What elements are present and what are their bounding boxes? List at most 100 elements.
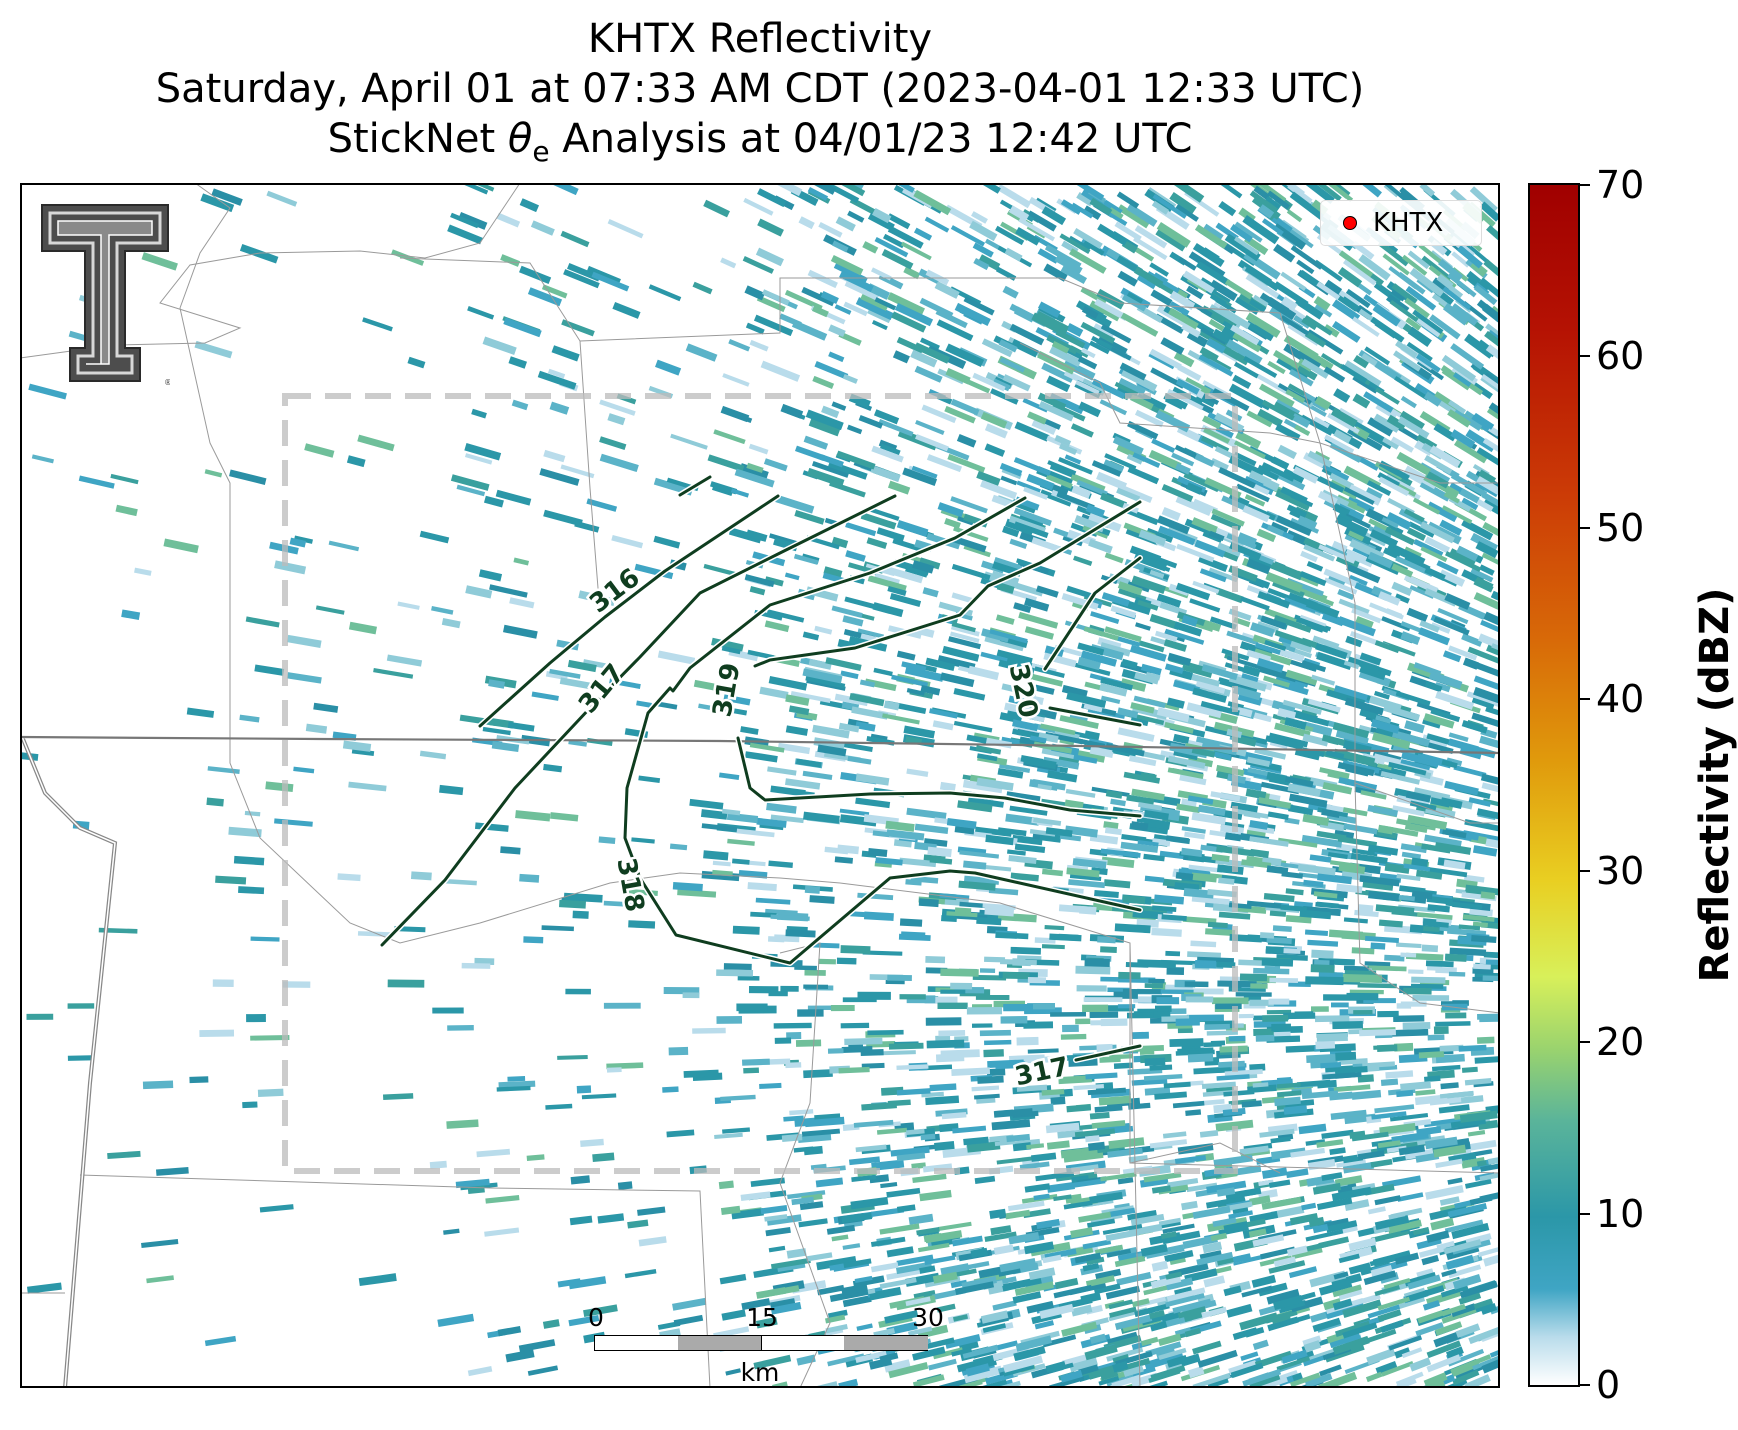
reflectivity-gate	[1163, 1081, 1191, 1089]
reflectivity-gate	[1099, 399, 1128, 416]
reflectivity-gate	[914, 823, 949, 834]
reflectivity-gate	[845, 522, 877, 537]
reflectivity-gate	[925, 269, 950, 286]
reflectivity-gate	[1481, 1354, 1500, 1374]
reflectivity-gate	[812, 724, 850, 739]
reflectivity-gate	[1134, 225, 1168, 249]
reflectivity-gate	[764, 1214, 788, 1222]
reflectivity-gate	[970, 1247, 988, 1258]
reflectivity-gate	[1358, 254, 1391, 281]
reflectivity-gate	[1232, 331, 1262, 353]
colorbar-tick-label: 20	[1596, 1020, 1645, 1065]
reflectivity-gate	[1233, 440, 1266, 459]
reflectivity-gate	[834, 856, 854, 864]
reflectivity-gate	[599, 399, 636, 416]
reflectivity-gate	[1167, 652, 1192, 666]
reflectivity-gate	[1024, 1183, 1051, 1193]
reflectivity-gate	[1251, 1274, 1277, 1288]
reflectivity-gate	[720, 405, 750, 423]
reflectivity-gate	[1271, 456, 1290, 470]
reflectivity-gate	[992, 1300, 1017, 1311]
reflectivity-gate	[1366, 1348, 1396, 1365]
reflectivity-gate	[1239, 1145, 1269, 1156]
reflectivity-gate	[911, 1162, 926, 1170]
reflectivity-gate	[775, 494, 815, 514]
reflectivity-gate	[471, 408, 487, 419]
reflectivity-gate	[1249, 999, 1274, 1006]
reflectivity-gate	[950, 982, 973, 990]
reflectivity-gate	[1397, 1192, 1424, 1202]
reflectivity-gate	[1356, 282, 1373, 296]
reflectivity-gate	[753, 314, 794, 337]
reflectivity-gate	[1337, 761, 1375, 777]
reflectivity-gate	[901, 661, 927, 672]
radar-map-canvas: 316 317 318 319 320 317	[20, 183, 1500, 1388]
reflectivity-gate	[1158, 1217, 1181, 1226]
reflectivity-gate	[693, 679, 725, 693]
reflectivity-gate	[1285, 1044, 1323, 1053]
reflectivity-gate	[1312, 635, 1340, 650]
reflectivity-gate	[1481, 782, 1500, 793]
reflectivity-gate	[1359, 652, 1382, 666]
reflectivity-gate	[1195, 1306, 1227, 1320]
reflectivity-gate	[1130, 821, 1149, 831]
reflectivity-gate	[1403, 987, 1432, 995]
reflectivity-gate	[497, 1325, 522, 1337]
reflectivity-gate	[1207, 921, 1228, 929]
reflectivity-gate	[1065, 788, 1096, 798]
map-border	[20, 183, 1500, 1388]
reflectivity-gate	[1182, 1235, 1218, 1249]
reflectivity-gate	[1154, 1091, 1187, 1100]
reflectivity-gate	[1080, 1291, 1102, 1304]
reflectivity-gate	[1409, 800, 1437, 811]
reflectivity-gate	[1301, 317, 1318, 331]
reflectivity-gate	[1185, 1109, 1202, 1117]
reflectivity-gate	[831, 605, 863, 618]
reflectivity-gate	[989, 629, 1028, 644]
reflectivity-gate	[1037, 248, 1059, 264]
reflectivity-gate	[1165, 1271, 1183, 1280]
reflectivity-gate	[1370, 1228, 1411, 1243]
reflectivity-gate	[1006, 791, 1041, 802]
reflectivity-gate	[1173, 733, 1190, 745]
reflectivity-gate	[1394, 593, 1410, 604]
reflectivity-gate	[1450, 1303, 1477, 1318]
reflectivity-gate	[1080, 321, 1116, 344]
reflectivity-gate	[1377, 1010, 1399, 1018]
reflectivity-gate	[710, 481, 738, 495]
reflectivity-gate	[1448, 732, 1469, 742]
reflectivity-gate	[1044, 924, 1065, 931]
reflectivity-gate	[68, 330, 86, 341]
reflectivity-gate	[1400, 1081, 1432, 1091]
reflectivity-gate	[814, 361, 849, 380]
reflectivity-gate	[1217, 305, 1251, 330]
reflectivity-gate	[246, 1014, 266, 1023]
reflectivity-gate	[1138, 640, 1165, 653]
reflectivity-gate	[1385, 473, 1416, 493]
reflectivity-gate	[1479, 564, 1495, 576]
reflectivity-gate	[1409, 585, 1435, 599]
reflectivity-gate	[1120, 678, 1147, 692]
reflectivity-gate	[844, 1037, 883, 1046]
reflectivity-gate	[1440, 1082, 1459, 1090]
reflectivity-gate	[1240, 1351, 1259, 1361]
reflectivity-gate	[784, 572, 800, 581]
reflectivity-gate	[1029, 735, 1047, 744]
reflectivity-gate	[919, 1265, 936, 1274]
reflectivity-gate	[1417, 1310, 1444, 1324]
reflectivity-gate	[1047, 460, 1077, 476]
reflectivity-gate	[1215, 222, 1239, 241]
reflectivity-gate	[898, 933, 931, 942]
reflectivity-gate	[1304, 315, 1333, 336]
reflectivity-gate	[1454, 1354, 1492, 1373]
reflectivity-gate	[1345, 635, 1363, 648]
reflectivity-gate	[1075, 1018, 1091, 1025]
reflectivity-gate	[1078, 401, 1101, 418]
reflectivity-gate	[1325, 1220, 1358, 1233]
svg-text:®: ®	[164, 378, 170, 387]
reflectivity-gate	[1112, 1361, 1129, 1373]
reflectivity-gate	[914, 365, 943, 383]
reflectivity-gate	[1174, 1154, 1207, 1165]
reflectivity-gate	[580, 1138, 604, 1148]
radar-map[interactable]: 316 317 318 319 320 317	[20, 183, 1500, 1388]
